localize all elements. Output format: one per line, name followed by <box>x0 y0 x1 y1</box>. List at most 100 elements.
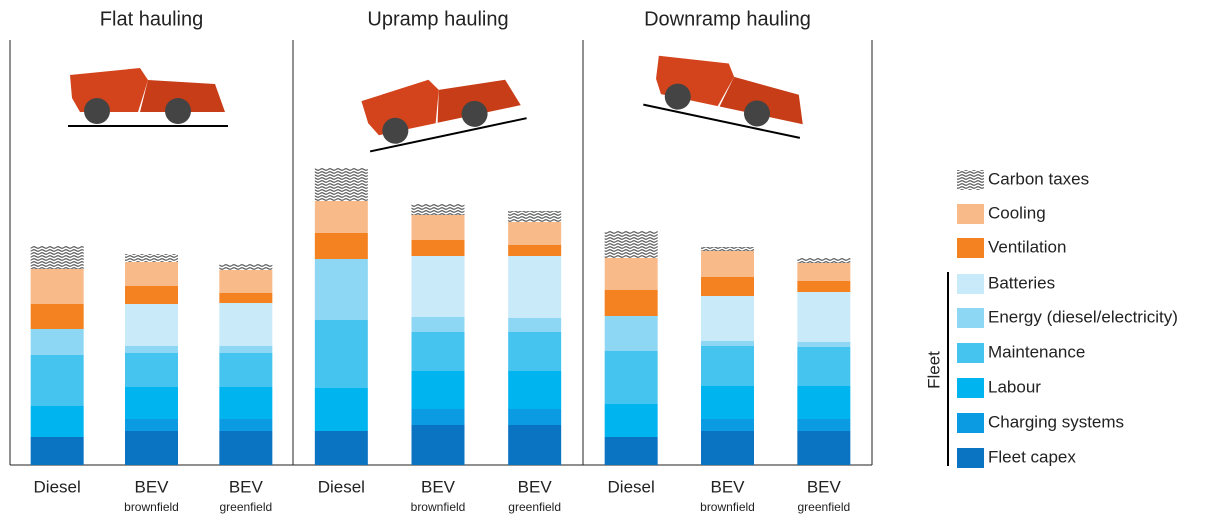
bar-segment <box>411 371 465 409</box>
truck-flat <box>68 68 228 127</box>
truck-wheel <box>84 98 110 124</box>
legend-swatch <box>957 413 984 433</box>
bar-segment <box>30 329 84 355</box>
bar-segment <box>701 247 754 251</box>
truck-wheel <box>165 98 191 124</box>
bar-segment <box>219 270 273 293</box>
bar-segment <box>125 304 178 346</box>
bar-segment <box>314 259 368 320</box>
bar-segment <box>604 437 658 465</box>
bar-segment <box>314 233 368 259</box>
bar-segment <box>30 355 84 406</box>
legend-label: Batteries <box>988 273 1055 292</box>
bar-segment <box>411 317 465 332</box>
truck-body <box>361 79 439 136</box>
bar-segment <box>219 387 273 419</box>
legend-group-label: Fleet <box>924 351 943 389</box>
legend-swatch <box>957 448 984 468</box>
bar-segment <box>797 263 851 281</box>
bar-segment <box>604 290 658 316</box>
bar-segment <box>125 262 178 286</box>
x-tick-label: Diesel <box>318 477 365 496</box>
bar-segment <box>797 292 851 342</box>
bar-segment <box>797 386 851 419</box>
truck-wheel <box>664 83 691 110</box>
bar-segment <box>125 286 178 304</box>
bar-segment <box>411 215 465 240</box>
bar-segment <box>30 304 84 329</box>
bar-segment <box>411 409 465 425</box>
bar-segment <box>797 281 851 292</box>
legend-label: Fleet capex <box>988 447 1076 466</box>
bar-segment <box>30 437 84 465</box>
truck-body <box>140 80 225 112</box>
x-tick-sublabel: greenfield <box>797 500 850 514</box>
bar-segment <box>125 431 178 465</box>
bar-segment <box>701 346 754 386</box>
bar-segment <box>314 201 368 233</box>
bar-segment <box>30 246 84 269</box>
bar-segment <box>508 332 562 371</box>
truck-body <box>437 79 521 123</box>
bar-segment <box>411 240 465 256</box>
legend-label: Cooling <box>988 203 1046 222</box>
bar-segment <box>701 341 754 346</box>
bar-segment <box>701 419 754 431</box>
legend-label: Maintenance <box>988 342 1085 361</box>
x-tick-label: Diesel <box>34 477 81 496</box>
legend-label: Carbon taxes <box>988 169 1089 188</box>
bar-segment <box>125 346 178 353</box>
bar-segment <box>219 303 273 346</box>
bar-segment <box>125 254 178 262</box>
truck-wheel <box>744 100 771 127</box>
bar-segment <box>508 425 562 465</box>
bar-segment <box>508 245 562 256</box>
bar-segment <box>125 419 178 431</box>
legend-swatch <box>957 308 984 328</box>
bar-segment <box>797 258 851 263</box>
legend-swatch <box>957 274 984 294</box>
legend-label: Ventilation <box>988 237 1066 256</box>
ground-line <box>369 117 527 153</box>
x-tick-sublabel: brownfield <box>124 500 179 514</box>
bar-segment <box>508 222 562 245</box>
x-tick-label: BEV <box>421 477 456 496</box>
bar-segment <box>125 387 178 419</box>
bar-segment <box>797 347 851 386</box>
legend-swatch <box>957 378 984 398</box>
bar-segment <box>30 406 84 437</box>
bar-segment <box>314 388 368 431</box>
x-tick-sublabel: greenfield <box>219 500 272 514</box>
bar-segment <box>797 431 851 465</box>
x-tick-label: BEV <box>134 477 169 496</box>
bar-segment <box>797 419 851 431</box>
legend-swatch <box>957 343 984 363</box>
bar-segment <box>508 318 562 332</box>
x-tick-label: BEV <box>229 477 264 496</box>
x-tick-label: Diesel <box>608 477 655 496</box>
bar-segment <box>604 231 658 258</box>
bar-segment <box>604 258 658 290</box>
bar-segment <box>219 353 273 387</box>
bar-segment <box>701 296 754 341</box>
bar-segment <box>30 269 84 304</box>
bar-segment <box>797 342 851 347</box>
bar-segment <box>411 425 465 465</box>
truck-wheel <box>382 117 409 144</box>
bar-segment <box>701 431 754 465</box>
legend-label: Energy (diesel/electricity) <box>988 307 1178 326</box>
truck-upramp <box>361 79 527 153</box>
x-tick-label: BEV <box>807 477 842 496</box>
bar-segment <box>508 211 562 222</box>
bar-segment <box>125 353 178 387</box>
truck-downramp <box>643 55 803 139</box>
bar-segment <box>314 168 368 201</box>
bar-segment <box>314 320 368 388</box>
bar-segment <box>604 316 658 351</box>
legend-label: Charging systems <box>988 412 1124 431</box>
panel-title: Flat hauling <box>100 8 203 30</box>
bar-segment <box>508 256 562 318</box>
truck-wheel <box>461 100 488 127</box>
bar-segment <box>701 277 754 296</box>
